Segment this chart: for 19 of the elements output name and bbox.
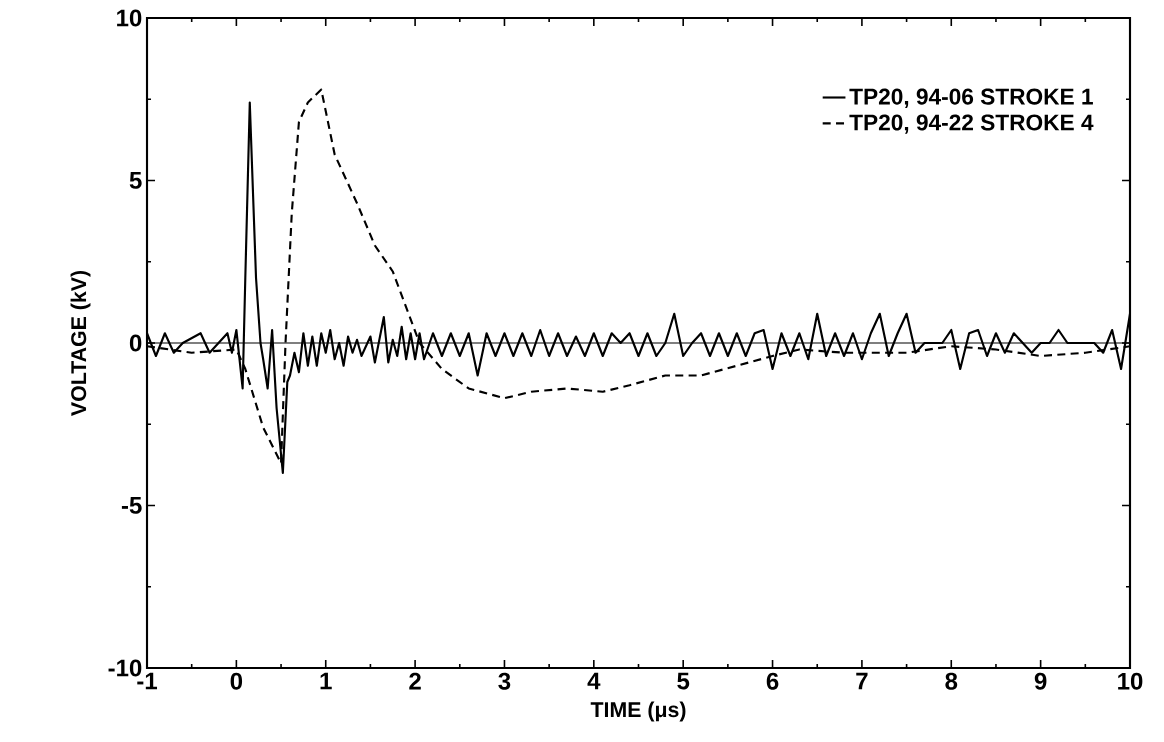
x-axis-title: TIME (μs) (590, 701, 686, 722)
x-tick-label: 6 (766, 672, 779, 690)
x-tick-label: 10 (1118, 672, 1143, 690)
x-tick-label: 5 (677, 672, 690, 690)
x-tick-label: 9 (1034, 672, 1047, 690)
x-tick-label: 7 (856, 672, 868, 690)
x-tick-label: 1 (320, 672, 332, 690)
y-tick-label: 0 (129, 334, 142, 352)
x-tick-label: 8 (945, 672, 958, 690)
legend-label: TP20, 94-06 STROKE 1 (849, 88, 1093, 108)
y-axis-title: VOLTAGE (kV) (70, 270, 91, 416)
x-tick-label: 4 (587, 672, 601, 690)
x-tick-label: 2 (409, 672, 421, 690)
x-tick-label: 3 (498, 672, 511, 690)
y-tick-label: 10 (117, 9, 142, 27)
y-tick-label: 5 (129, 172, 142, 189)
y-tick-label: -5 (121, 497, 142, 514)
legend-label: TP20, 94-22 STROKE 4 (849, 114, 1094, 134)
x-tick-label: 0 (230, 672, 243, 690)
